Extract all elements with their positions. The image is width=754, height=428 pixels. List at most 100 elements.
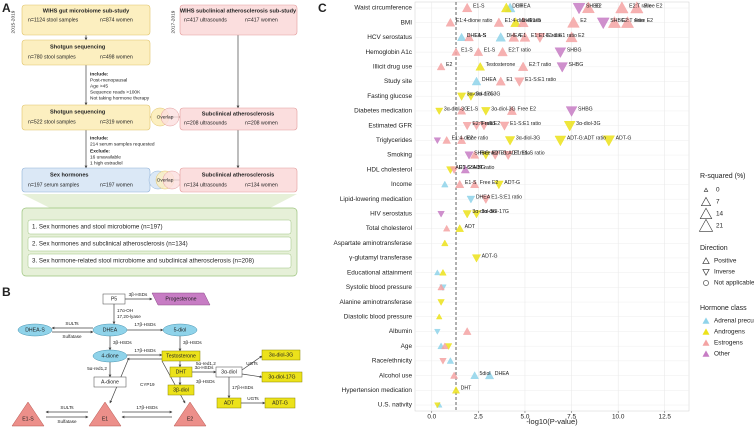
- point-label: E2: [467, 136, 473, 142]
- point-label: E1-S: [473, 3, 485, 9]
- node-label: Testosterone: [166, 353, 196, 359]
- legend-label: Androgens: [714, 329, 745, 336]
- y-tick-label: Systolic blood pressure: [346, 284, 413, 291]
- point-label: E1-S: [529, 18, 541, 24]
- point-label: DHEA-S: [467, 33, 487, 39]
- node-label: A-dione: [101, 379, 119, 385]
- node: [264, 397, 296, 409]
- node-label: E2: [187, 416, 193, 422]
- enzyme: 3β-HSDs: [183, 340, 202, 345]
- criteria: Post-menopausal: [90, 77, 127, 83]
- point: [472, 254, 481, 263]
- box-count: n=498 women: [100, 54, 133, 60]
- point: [556, 62, 568, 73]
- point: [699, 207, 713, 219]
- node: [92, 349, 128, 363]
- y-tick-label: Alanine aminotransferase: [340, 299, 413, 306]
- point: [451, 47, 461, 56]
- box-count: n=134 ultrasounds: [184, 182, 227, 188]
- criteria: 214 serum samples requested: [90, 141, 155, 147]
- point: [702, 269, 710, 276]
- point-label: DHT: [461, 386, 472, 392]
- node: [261, 371, 303, 383]
- point-label: DHEA: [507, 33, 522, 39]
- node-label: 3α-diol: [221, 369, 237, 375]
- node-label: 5-diol: [174, 327, 187, 333]
- point: [439, 268, 447, 276]
- point: [563, 121, 576, 132]
- box-count: n=319 women: [100, 119, 133, 125]
- point: [452, 386, 460, 394]
- node-label: 3α-diol-3G: [269, 352, 293, 358]
- legend-label: 7: [716, 199, 720, 206]
- node: [215, 366, 243, 378]
- point-label: 5diol: [480, 371, 491, 377]
- y-tick-label: Diabetes medication: [354, 108, 412, 115]
- point-label: SHBG: [586, 3, 601, 9]
- point-label: 3α-diol-3G: [576, 121, 600, 127]
- point-label: E1-S:E1 ratio: [546, 33, 577, 39]
- point: [567, 16, 580, 28]
- point-label: Free E2: [480, 180, 499, 186]
- node-label: 3β-diol: [173, 387, 189, 393]
- analysis-row: [27, 219, 292, 235]
- legend-label: 21: [716, 223, 724, 230]
- y-tick-label: Diastolic blood pressure: [344, 313, 413, 320]
- point-label: Free E2: [482, 121, 501, 127]
- y-tick-label: Albumin: [389, 328, 413, 335]
- point: [472, 122, 481, 131]
- node: [17, 323, 53, 337]
- point: [554, 47, 567, 58]
- point: [517, 61, 529, 71]
- panel-a: A 2015-2019 2017-2019 WIHS gut microbiom…: [2, 1, 298, 277]
- point: [466, 92, 476, 101]
- enzyme: 17α-OH: [117, 308, 133, 313]
- point-label: E1-S:E1 ratio: [510, 121, 541, 127]
- point: [450, 371, 459, 379]
- point: [471, 76, 482, 86]
- point: [457, 106, 467, 115]
- point-label: E1-S: [459, 165, 471, 171]
- legend-label: 14: [716, 211, 724, 218]
- point-label: 3α-diol-3G: [444, 106, 468, 112]
- point-label: E1:E1-S ratio: [514, 150, 545, 156]
- point-label: E1:4-dione ratio: [456, 18, 493, 24]
- funnel: [22, 194, 297, 208]
- period: 2015-2019: [10, 10, 16, 33]
- point: [462, 210, 472, 219]
- point: [501, 2, 512, 13]
- point: [703, 187, 709, 192]
- box-count: n=197 serum samples: [28, 182, 80, 188]
- point-label: 3α-diol-3G: [476, 92, 500, 98]
- point-label: ADT-G:ADT ratio: [455, 165, 494, 171]
- box-count: n=522 stool samples: [28, 119, 76, 125]
- arrow: [241, 373, 263, 379]
- box-title: Sex hormones: [50, 172, 89, 178]
- point: [455, 179, 465, 188]
- point: [437, 299, 445, 306]
- point: [436, 313, 443, 320]
- node: [173, 401, 207, 427]
- point-label: DHEA: [476, 195, 491, 201]
- node-label: DHT: [176, 369, 187, 375]
- y-tick-label: Illicit drug use: [373, 64, 413, 71]
- enzyme: 17β-HSDs: [134, 348, 156, 353]
- criteria: Not taking hormone therapy: [90, 95, 150, 101]
- node-label: E1: [102, 416, 108, 422]
- enzyme: 17β-HSDs: [232, 385, 254, 390]
- point-label: E1:4-dione ratio: [505, 18, 542, 24]
- point: [434, 269, 441, 276]
- box-count: n=417 women: [245, 17, 278, 23]
- point-label: E2:T ratio: [629, 3, 652, 9]
- node: [169, 366, 193, 378]
- criteria: Exclude:: [90, 148, 110, 154]
- point: [475, 62, 485, 71]
- enzyme: 3α-HSDs: [195, 365, 214, 370]
- point-label: SHBG: [610, 18, 625, 24]
- point: [565, 31, 578, 43]
- point-label: E1: [520, 33, 526, 39]
- point: [455, 224, 464, 232]
- y-tick-label: U.S. nativity: [378, 402, 413, 409]
- point: [473, 47, 484, 56]
- y-tick-label: γ-glutamyl transferase: [349, 255, 412, 262]
